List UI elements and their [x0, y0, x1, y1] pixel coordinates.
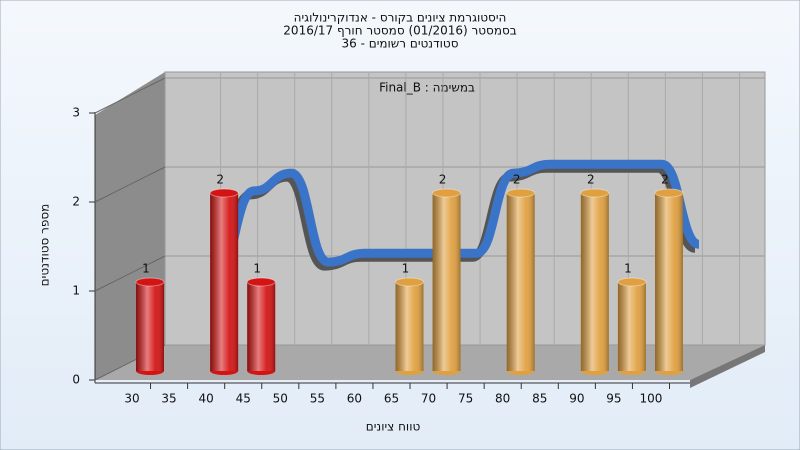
x-tick-label: 55 [310, 392, 325, 406]
x-tick-label: 70 [421, 392, 436, 406]
bar-part [617, 277, 647, 287]
bar-part [394, 277, 424, 287]
bar [506, 188, 536, 375]
bar [617, 277, 647, 375]
bar-part [506, 193, 535, 371]
x-axis-title: טווח ציונים [366, 420, 421, 434]
bar-part [654, 193, 683, 371]
y-tick-label: 0 [72, 373, 80, 387]
y-tick-label: 1 [72, 284, 80, 298]
y-tick-label: 2 [72, 195, 80, 209]
value-label: 1 [402, 262, 410, 276]
value-label: 2 [216, 173, 224, 187]
bar-part [617, 282, 646, 371]
x-tick-label: 30 [124, 392, 139, 406]
chart-title: סטודנטים רשומים - 36 [341, 37, 458, 51]
bar-part [395, 282, 424, 371]
value-label: 1 [253, 262, 261, 276]
grid-line [94, 77, 166, 114]
x-tick-label: 60 [347, 392, 362, 406]
x-tick-label: 80 [495, 392, 510, 406]
bar-part [247, 282, 276, 371]
grid-line [94, 255, 166, 292]
subtitle: Final_B : במשימה [379, 81, 475, 95]
bar-part [432, 193, 461, 371]
y-axis-title: מספר סטודנטים [38, 204, 52, 287]
bar-part [432, 188, 462, 198]
x-tick-label: 45 [236, 392, 251, 406]
chart-title: בסמסטר (01/2016) סמסטר חורף 2016/17 [283, 24, 516, 38]
x-tick-label: 100 [640, 392, 663, 406]
bar-part [246, 277, 276, 287]
x-tick-label: 95 [606, 392, 621, 406]
x-tick-label: 85 [532, 392, 547, 406]
grid-line [94, 166, 166, 203]
bar-part [580, 193, 609, 371]
bar [246, 277, 276, 375]
bar-part [209, 188, 239, 198]
x-tick-label: 40 [198, 392, 213, 406]
value-label: 1 [142, 262, 150, 276]
value-label: 2 [513, 173, 521, 187]
bar [580, 188, 610, 375]
value-label: 2 [661, 173, 669, 187]
bar-part [210, 193, 239, 371]
bar-part [654, 188, 684, 198]
bar-part [136, 282, 164, 371]
x-tick-label: 50 [273, 392, 288, 406]
bar-part [135, 277, 165, 287]
bar [135, 277, 165, 375]
bar-part [580, 188, 610, 198]
x-tick-label: 35 [161, 392, 176, 406]
bar-part [506, 188, 536, 198]
bar [209, 188, 239, 375]
y-tick-label: 3 [72, 106, 80, 120]
chart-title: היסטוגרמת ציונים בקורס - אנדוקרינולוגיה [294, 11, 507, 25]
value-label: 2 [439, 173, 447, 187]
x-tick-label: 75 [458, 392, 473, 406]
x-tick-label: 65 [384, 392, 399, 406]
value-label: 1 [624, 262, 632, 276]
value-label: 2 [587, 173, 595, 187]
bar [394, 277, 424, 375]
floor-edge [690, 345, 765, 388]
x-tick-label: 90 [569, 392, 584, 406]
bar [654, 188, 684, 375]
bar [432, 188, 462, 375]
